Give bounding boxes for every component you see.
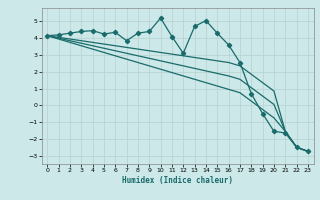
X-axis label: Humidex (Indice chaleur): Humidex (Indice chaleur) xyxy=(122,176,233,185)
